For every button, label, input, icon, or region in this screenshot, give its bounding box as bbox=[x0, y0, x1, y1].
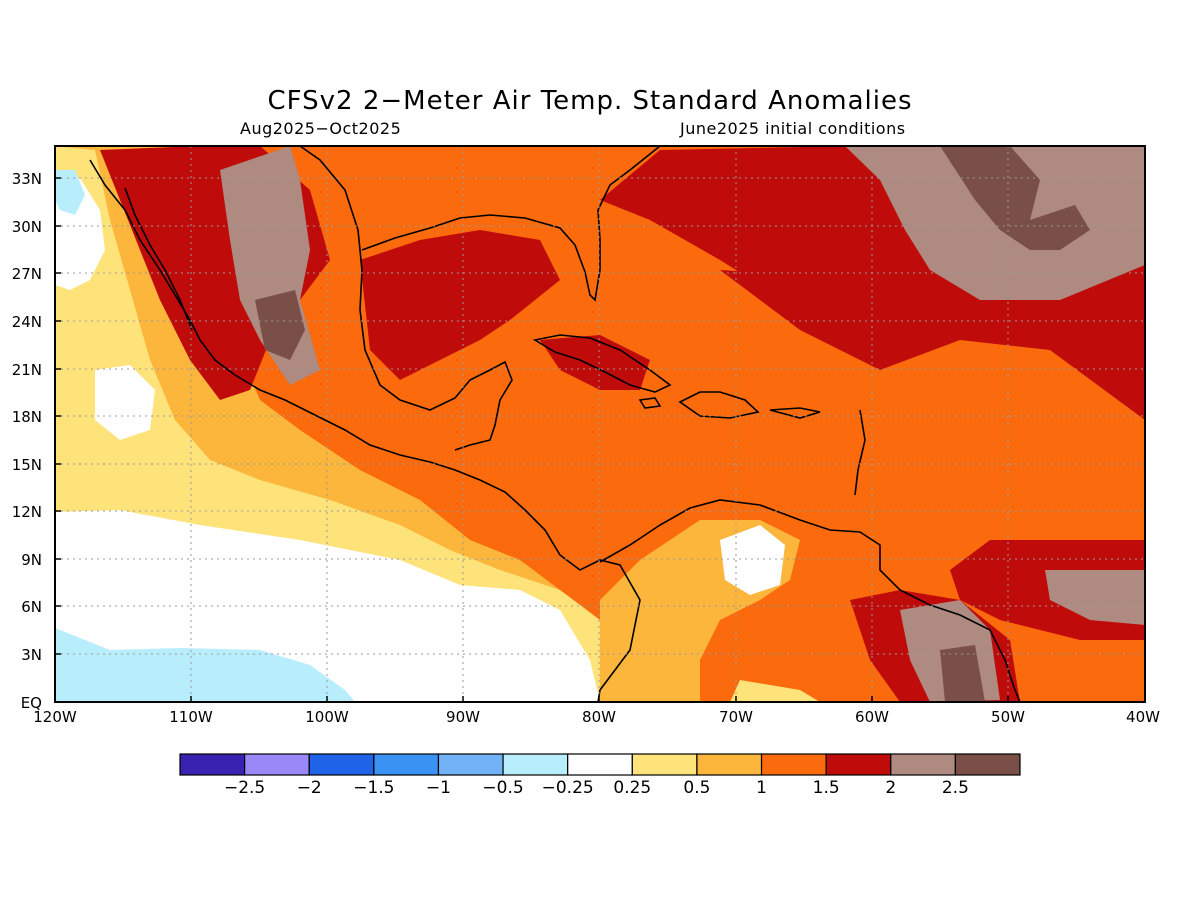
anomaly-shade-1.5-2-atlantic bbox=[720, 270, 1145, 420]
colorbar-label: 0.5 bbox=[683, 778, 710, 798]
lat-label: 12N bbox=[12, 503, 42, 521]
colorbar-swatch bbox=[502, 753, 569, 776]
anomaly-shade-neutral-pacific bbox=[95, 365, 155, 440]
lon-label: 120W bbox=[33, 708, 77, 726]
lat-label: 9N bbox=[21, 551, 42, 569]
colorbar-label: 2 bbox=[885, 778, 896, 798]
lat-label: 33N bbox=[12, 170, 42, 188]
colorbar-label: −0.5 bbox=[482, 778, 523, 798]
lon-label: 50W bbox=[991, 708, 1025, 726]
colorbar-label: −0.25 bbox=[542, 778, 594, 798]
colorbar-label: −2.5 bbox=[224, 778, 265, 798]
colorbar-swatch bbox=[308, 753, 375, 776]
lat-label: 27N bbox=[12, 265, 42, 283]
colorbar-swatch bbox=[760, 753, 827, 776]
latitude-labels: 33N 30N 27N 24N 21N 18N 15N 12N 9N 6N 3N… bbox=[12, 170, 42, 712]
lon-label: 70W bbox=[719, 708, 753, 726]
lon-label: 40W bbox=[1126, 708, 1160, 726]
colorbar-swatch bbox=[244, 753, 310, 776]
colorbar-swatch bbox=[696, 753, 763, 776]
colorbar-swatch bbox=[631, 753, 698, 776]
colorbar-label: 0.25 bbox=[613, 778, 651, 798]
graticule bbox=[55, 146, 1145, 702]
lon-label: 80W bbox=[582, 708, 616, 726]
lon-label: 100W bbox=[305, 708, 349, 726]
colorbar-label: 1 bbox=[756, 778, 767, 798]
lat-label: 18N bbox=[12, 408, 42, 426]
lat-label: 6N bbox=[21, 598, 42, 616]
colorbar-swatch bbox=[567, 753, 633, 776]
colorbar-swatch bbox=[890, 753, 956, 776]
anomaly-shade-above-2.5-mexico bbox=[255, 290, 305, 360]
coastlines bbox=[89, 146, 1021, 702]
colorbar-swatch bbox=[437, 753, 504, 776]
lat-label: 24N bbox=[12, 313, 42, 331]
map-title: CFSv2 2−Meter Air Temp. Standard Anomali… bbox=[267, 86, 913, 116]
lon-label: 110W bbox=[169, 708, 213, 726]
colorbar-label: −1.5 bbox=[353, 778, 394, 798]
colorbar-label: 2.5 bbox=[942, 778, 969, 798]
anomaly-shade-0.25-0.5-sa bbox=[730, 680, 820, 702]
colorbar-swatch bbox=[179, 753, 246, 776]
colorbar-label: 1.5 bbox=[813, 778, 840, 798]
colorbar-swatch bbox=[954, 753, 1021, 776]
anomaly-shade-negative-coast bbox=[55, 170, 85, 215]
anomaly-shade-above-2.5 bbox=[940, 146, 1090, 250]
anomaly-shade-above-2.5-guianas bbox=[940, 645, 985, 702]
map-frame bbox=[54, 145, 1146, 703]
lon-label: 90W bbox=[446, 708, 480, 726]
colorbar-swatch bbox=[825, 753, 892, 776]
valid-period: Aug2025−Oct2025 bbox=[240, 119, 402, 138]
colorbar-swatch bbox=[373, 753, 440, 776]
anomaly-shade-2-2.5-atlantic bbox=[1045, 570, 1145, 625]
axis-ticks bbox=[55, 177, 1009, 702]
lon-label: 60W bbox=[855, 708, 889, 726]
lat-label: EQ bbox=[21, 694, 42, 712]
anomaly-field bbox=[55, 146, 1145, 702]
longitude-labels: 120W 110W 100W 90W 80W 70W 60W 50W 40W bbox=[33, 708, 1160, 726]
anomaly-shade-1.5-2-cuba bbox=[540, 335, 650, 390]
colorbar bbox=[179, 753, 1021, 776]
colorbar-labels: −2.5 −2 −1.5 −1 −0.5 −0.25 0.25 0.5 1 1.5 2 2.5 bbox=[224, 778, 969, 798]
lat-label: 21N bbox=[12, 361, 42, 379]
initial-conditions: June2025 initial conditions bbox=[680, 119, 906, 138]
anomaly-shade-1.5-2-gulf bbox=[360, 230, 560, 380]
colorbar-label: −2 bbox=[297, 778, 322, 798]
lat-label: 3N bbox=[21, 646, 42, 664]
lat-label: 30N bbox=[12, 218, 42, 236]
colorbar-label: −1 bbox=[426, 778, 451, 798]
lat-label: 15N bbox=[12, 456, 42, 474]
anomaly-shade-negative bbox=[55, 628, 355, 702]
